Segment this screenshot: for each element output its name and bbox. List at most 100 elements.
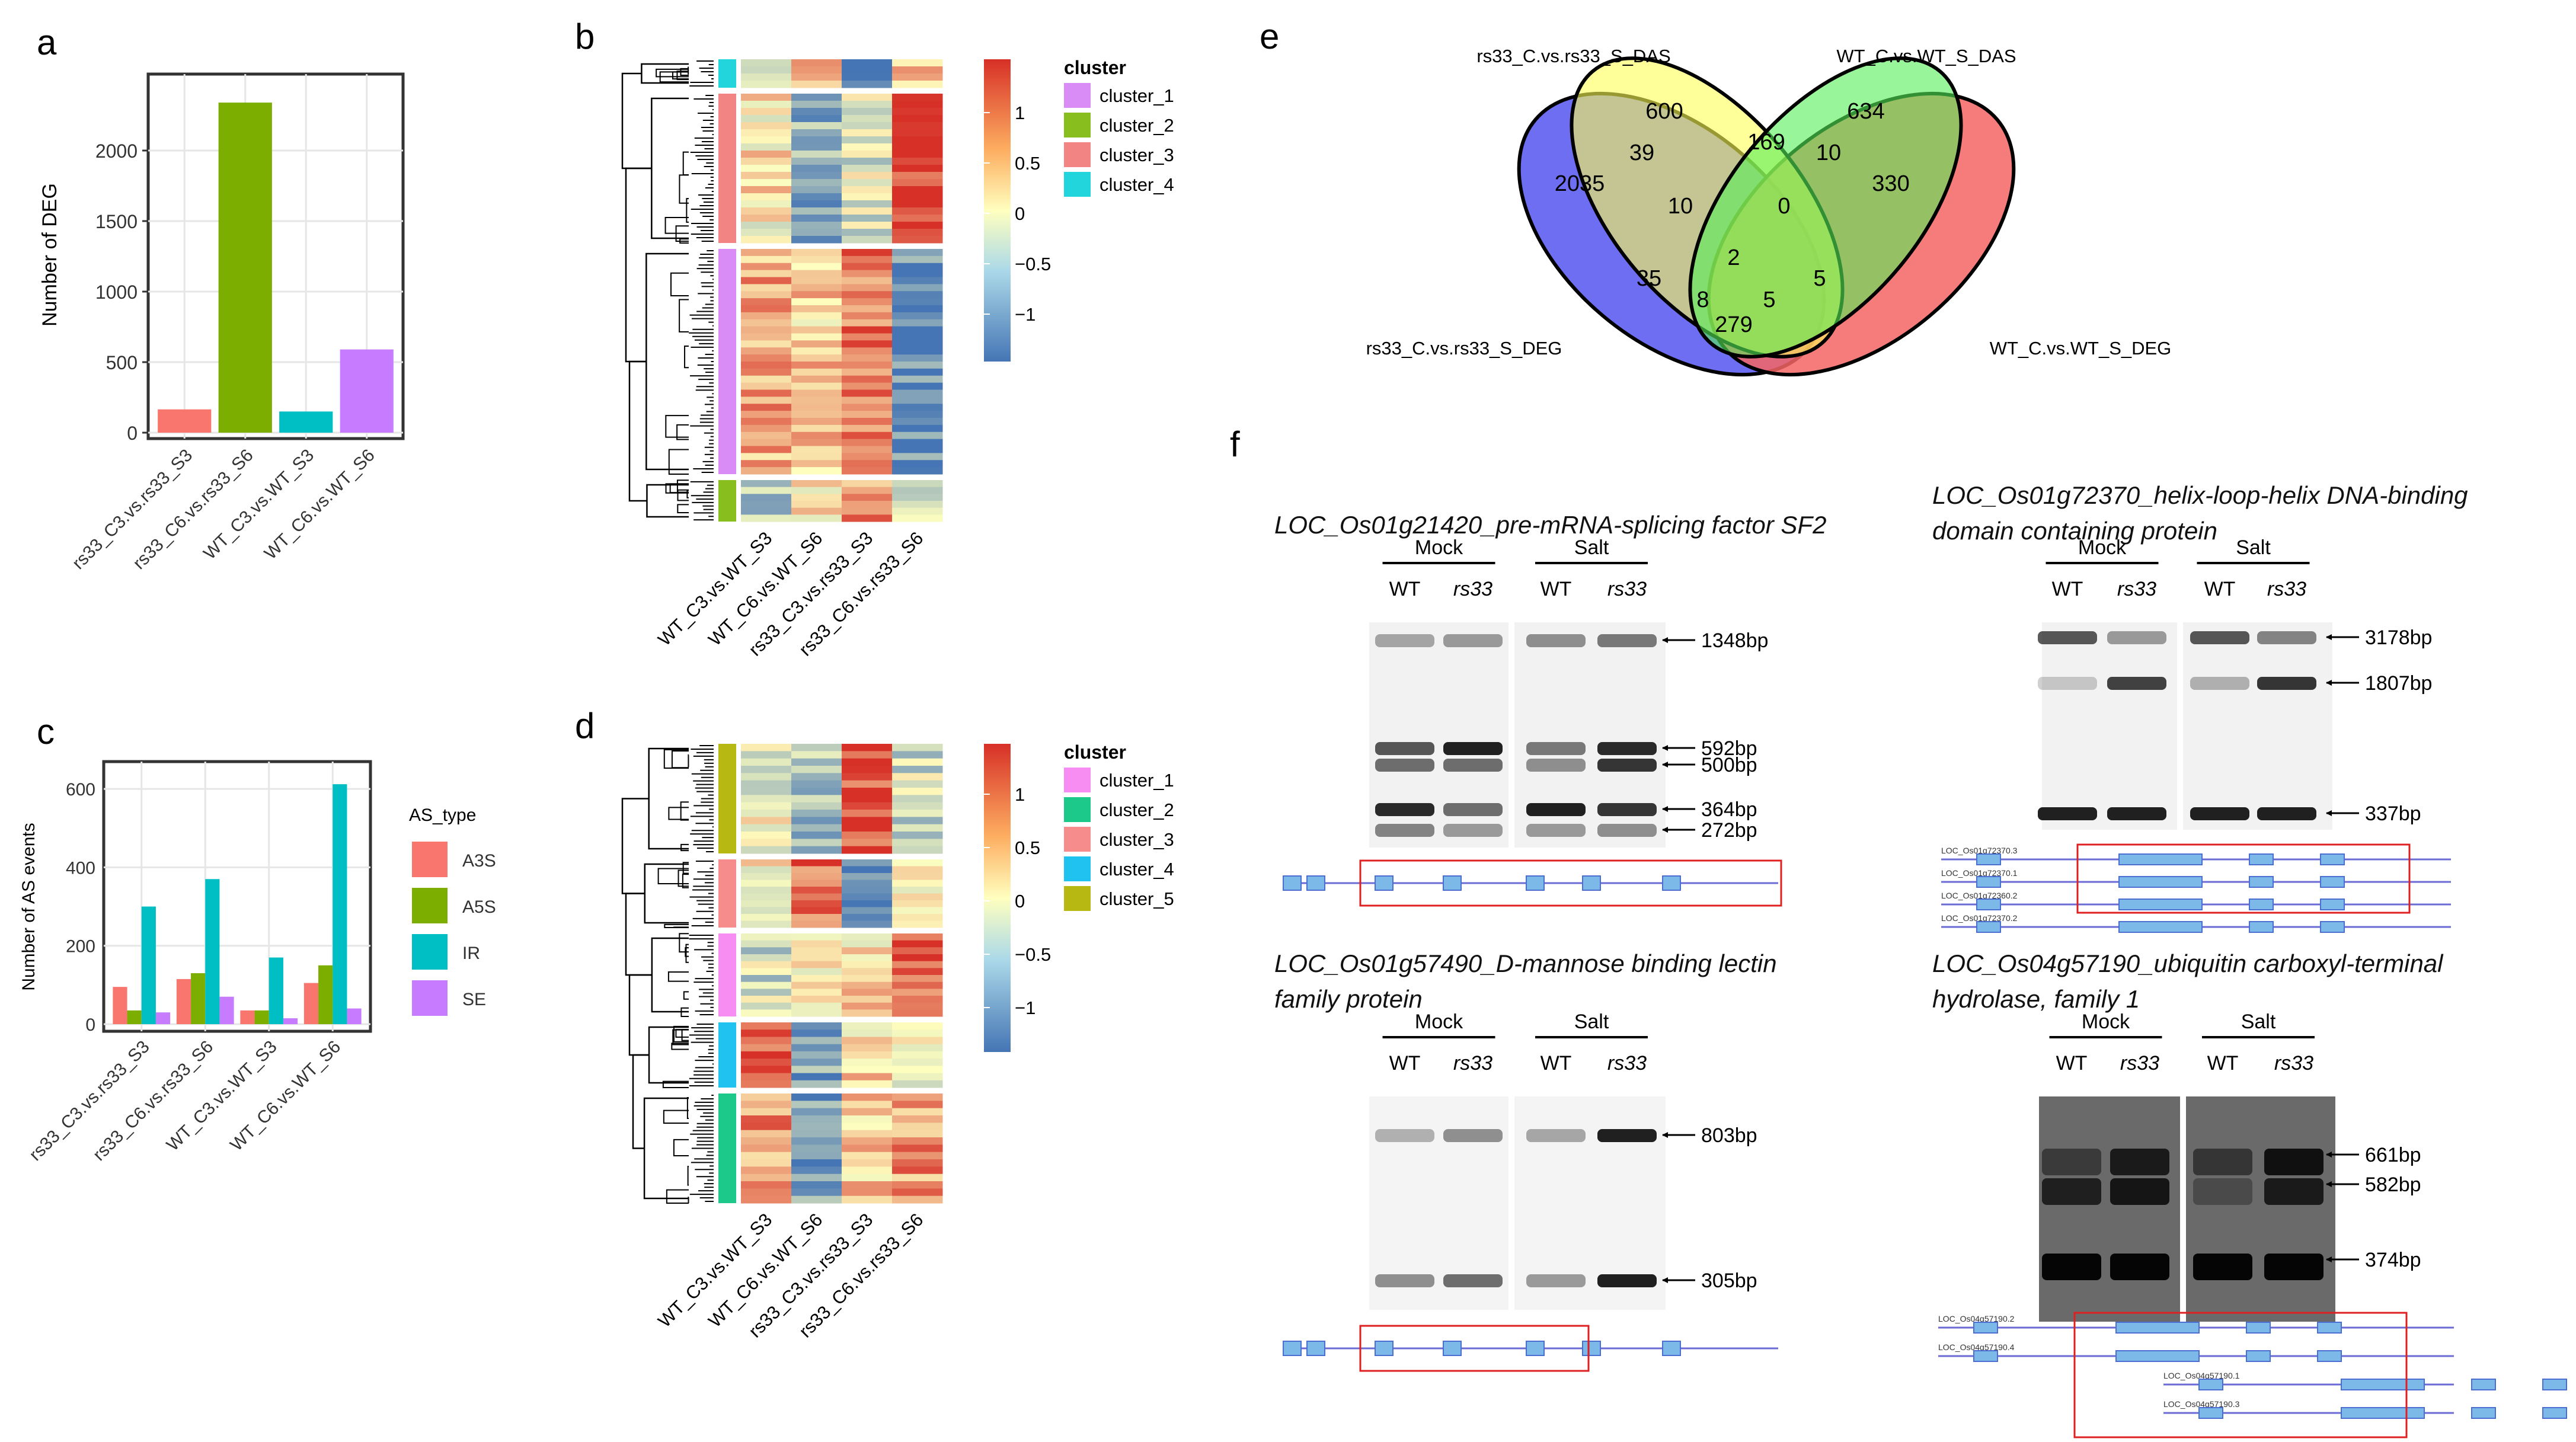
heatmap-cell	[791, 424, 842, 433]
heatmap-cell	[791, 340, 842, 348]
highlight-box	[1359, 1325, 1590, 1372]
y-tick-label: 0	[85, 1015, 95, 1035]
gel-band	[1597, 742, 1657, 755]
heatmap-cell	[892, 136, 943, 144]
gel-band	[2264, 1254, 2323, 1280]
heatmap-cell	[842, 1174, 893, 1182]
heatmap-cell	[892, 832, 943, 839]
legend-label: A5S	[462, 897, 496, 917]
venn-count: 2	[1727, 245, 1740, 270]
heatmap-cell	[791, 940, 842, 948]
heatmap-cell	[791, 1029, 842, 1037]
gene-model-exon	[2118, 899, 2203, 910]
venn-count: 10	[1816, 140, 1841, 165]
bar	[127, 1010, 142, 1024]
heatmap-cell	[842, 298, 893, 306]
heatmap-cell	[892, 255, 943, 264]
group-label: Mock	[2082, 1011, 2130, 1033]
heatmap-cell	[842, 277, 893, 284]
heatmap-cell	[791, 1174, 842, 1182]
y-tick-label: 1000	[95, 282, 138, 303]
heatmap-cell	[741, 263, 792, 271]
deg-bar-chart: 0 500 1000 1500 2000 rs33_C3.vs.rs33_S3rs33_…	[39, 72, 405, 573]
heatmap-cell	[791, 431, 842, 440]
dendrogram-branch	[685, 947, 689, 957]
bar	[333, 784, 347, 1024]
heatmap-cell	[791, 887, 842, 894]
heatmap-cell	[741, 947, 792, 955]
heatmap-cell	[892, 494, 943, 501]
heatmap-cell	[741, 207, 792, 215]
heatmap-cell	[741, 1166, 792, 1175]
heatmap-cell	[741, 773, 792, 781]
heatmap-cell	[741, 744, 792, 752]
gene-model-exon	[1283, 875, 1302, 891]
cluster-bar-segment	[718, 94, 736, 243]
gel-band	[1597, 1129, 1657, 1142]
heatmap-cell	[842, 424, 893, 433]
color-scale	[984, 744, 1011, 1052]
gene-model-exon	[2118, 921, 2203, 933]
heatmap-d: WT_C3.vs.WT_S3WT_C6.vs.WT_S6rs33_C3.vs.r…	[621, 741, 1174, 1342]
panel-letter-b: b	[575, 17, 595, 56]
heatmap-cell	[892, 873, 943, 880]
heatmap-cell	[892, 81, 943, 88]
heatmap-cell	[892, 859, 943, 867]
gene-model-exon	[2198, 1379, 2223, 1390]
gel-title: LOC_Os04g57190_ubiquitin carboxyl-termin…	[1932, 949, 2444, 977]
heatmap-cell	[842, 1123, 893, 1131]
heatmap-cell	[741, 73, 792, 81]
heatmap-cell	[892, 347, 943, 355]
gene-model-exon	[1283, 1341, 1302, 1356]
heatmap-cell	[842, 866, 893, 874]
heatmap-cell	[842, 263, 893, 271]
heatmap-cell	[892, 263, 943, 271]
dendrogram-branch	[684, 345, 689, 369]
heatmap-cell	[741, 758, 792, 766]
heatmap-cell	[842, 460, 893, 468]
venn-label-wt-deg: WT_C.vs.WT_S_DEG	[1990, 338, 2172, 359]
heatmap-cell	[741, 270, 792, 277]
heatmap-cell	[791, 368, 842, 376]
gel-band	[2190, 631, 2249, 644]
heatmap-cell	[892, 940, 943, 948]
heatmap-cell	[842, 368, 893, 376]
gel-band	[2264, 1149, 2323, 1175]
heatmap-cell	[892, 165, 943, 172]
heatmap-cell	[842, 514, 893, 522]
lane-label: WT	[1541, 1052, 1572, 1075]
heatmap-cell	[741, 795, 792, 803]
heatmap-cell	[791, 1130, 842, 1138]
band-size-label: 3178bp	[2365, 626, 2432, 649]
cluster-bar-segment	[718, 249, 736, 474]
dendrogram-branch	[644, 863, 689, 924]
heatmap-cell	[892, 66, 943, 74]
heatmap-cell	[842, 94, 893, 101]
heatmap-cell	[892, 1022, 943, 1030]
heatmap-cell	[741, 907, 792, 915]
heatmap-cell	[791, 824, 842, 832]
heatmap-cell	[741, 996, 792, 1003]
gene-model-exon	[2542, 1379, 2567, 1390]
heatmap-cell	[791, 758, 842, 766]
gel-band	[1526, 824, 1586, 837]
lane-label: rs33	[1607, 578, 1647, 600]
heatmap-cell	[842, 333, 893, 341]
heatmap-cell	[791, 1108, 842, 1116]
heatmap-cell	[842, 291, 893, 299]
dendrogram-branch	[648, 1026, 689, 1084]
legend-swatch	[1064, 113, 1091, 138]
venn-count: 5	[1763, 287, 1775, 312]
dendrogram-branch	[686, 198, 689, 223]
heatmap-cell	[791, 172, 842, 180]
x-tick-label: WT_C3.vs.WT_S3	[163, 1037, 281, 1155]
heatmap-cell	[892, 94, 943, 101]
heatmap-cell	[791, 129, 842, 137]
heatmap-cell	[791, 788, 842, 795]
heatmap-cell	[892, 298, 943, 306]
band-size-label: 272bp	[1701, 819, 1757, 842]
dendrogram-branch	[679, 299, 689, 332]
heatmap-cell	[791, 215, 842, 222]
heatmap-cell	[791, 467, 842, 475]
heatmap-cell	[791, 284, 842, 292]
